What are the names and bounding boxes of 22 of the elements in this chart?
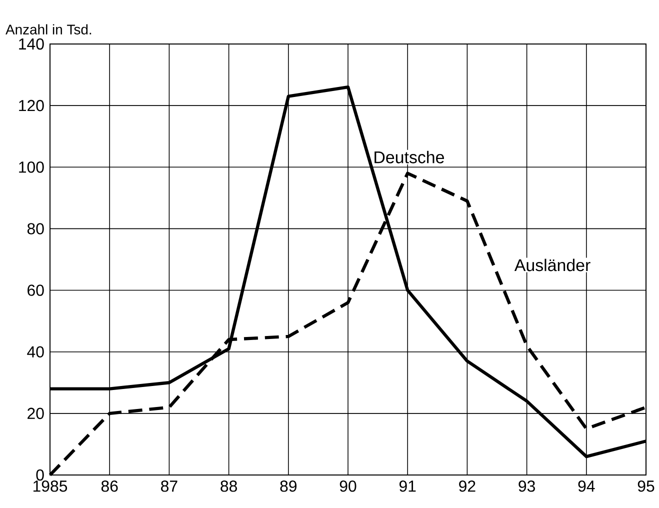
y-axis-title: Anzahl in Tsd. [6,24,92,34]
y-tick-label: 0 [36,469,44,481]
x-tick-label: 95 [638,480,654,492]
series-label: Deutsche [374,150,444,164]
x-tick-label: 91 [399,480,416,492]
y-tick-label: 20 [28,408,44,420]
y-tick-label: 60 [28,284,44,296]
x-tick-label: 93 [518,480,535,492]
y-tick-label: 40 [27,346,44,358]
x-tick-label: 88 [220,480,237,492]
x-tick-label: 87 [161,480,178,492]
x-tick-label: 90 [340,480,356,492]
y-tick-label: 140 [19,38,44,50]
y-tick-label: 120 [19,100,44,112]
x-tick-label: 94 [578,480,595,492]
x-tick-label: 86 [101,480,118,492]
y-tick-label: 80 [27,223,44,234]
y-tick-label: 100 [19,162,44,173]
x-tick-label: 1985 [33,480,68,492]
series-label: Ausländer [514,258,590,272]
x-tick-label: 89 [280,480,297,492]
x-tick-label: 92 [459,480,476,492]
